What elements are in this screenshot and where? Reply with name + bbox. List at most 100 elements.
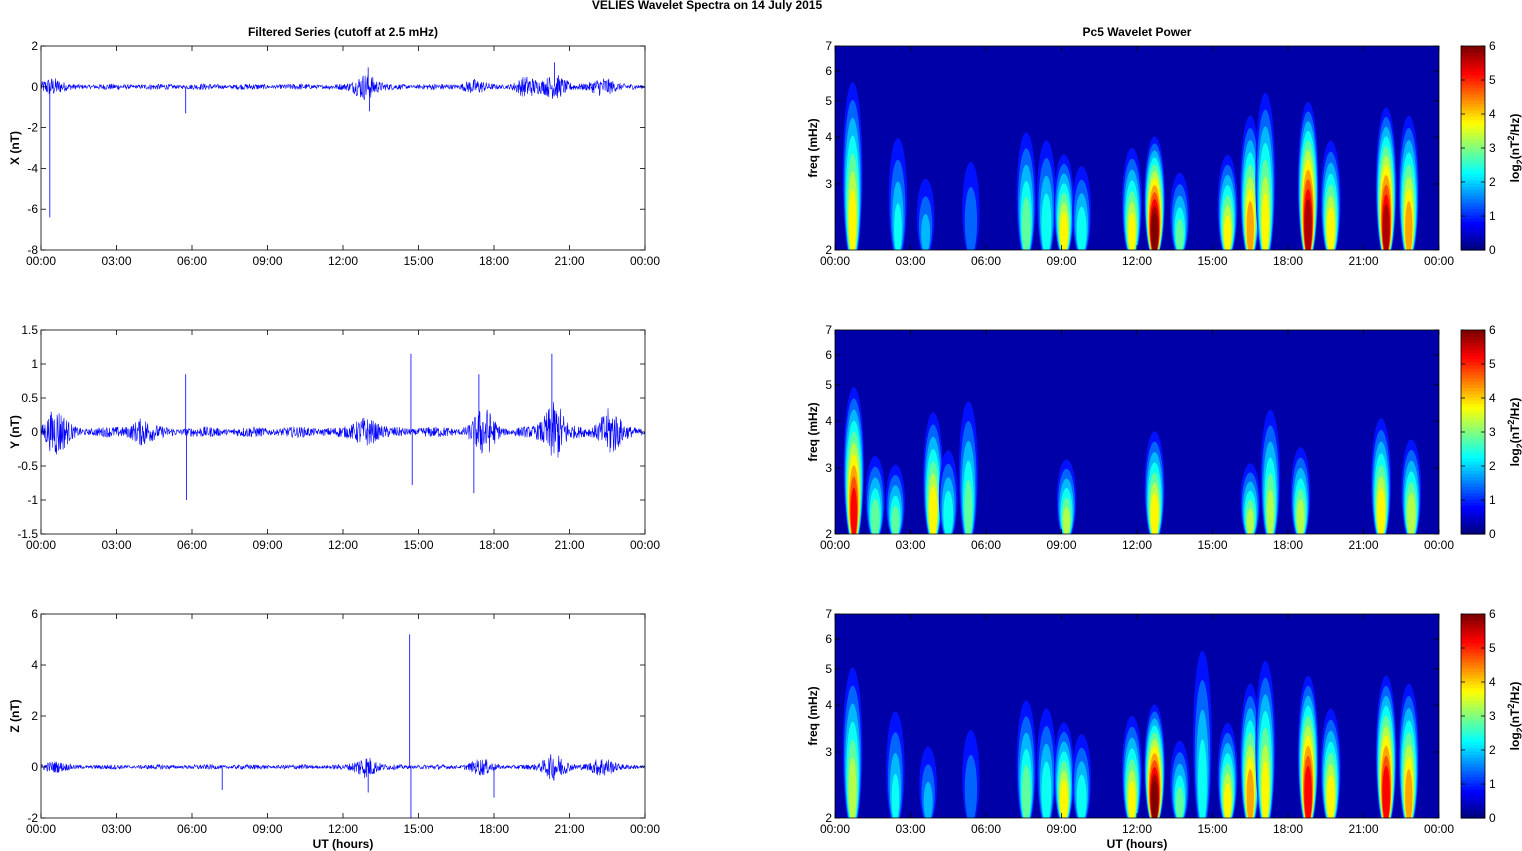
x-tick-label: 09:00 [252,538,282,552]
x-tick-label: 12:00 [1122,254,1152,268]
power-blob [1255,660,1276,818]
colorbar-tick-label: 1 [1489,493,1496,507]
y-axis-label: freq (mHz) [806,402,820,461]
colorbar-tick-label: 6 [1489,39,1496,53]
x-tick-label: 15:00 [1197,254,1227,268]
colorbar-tick-label: 1 [1489,777,1496,791]
y-tick-label: 5 [825,378,832,392]
x-tick-label: 00:00 [820,538,850,552]
x-tick-label: 06:00 [177,822,207,836]
x-tick-label: 06:00 [971,822,1001,836]
x-tick-label: 15:00 [1197,822,1227,836]
power-blob [1297,101,1319,250]
power-blob [1398,115,1419,250]
colorbar-label: log2(nT2/Hz) [1506,398,1522,467]
y-tick-label: 6 [825,348,832,362]
colorbar-label: log2(nT2/Hz) [1506,114,1522,183]
power-blob [842,667,863,818]
power-blob [923,412,944,534]
signal-trace [40,401,646,458]
power-blob [1122,715,1142,818]
x-tick-label: 12:00 [1122,822,1152,836]
y-tick-label: 1.5 [21,323,38,337]
power-blob [1170,172,1190,250]
colorbar: 6 5 4 3 2 1 0 log2(nT2/Hz) [1460,39,1522,257]
y-tick-label: -2 [27,811,38,825]
x-tick-label: 15:00 [403,538,433,552]
x-tick-label: 21:00 [554,254,584,268]
x-tick-label: 00:00 [26,254,56,268]
x-tick-label: 18:00 [479,538,509,552]
y-tick-label: -4 [27,161,38,175]
x-tick-label: 18:00 [479,822,509,836]
series-panel-y: 1.510.50-0.5-1-1.500:00 03:00 06:00 09:00 12… [8,323,660,552]
y-tick-label: -0.5 [17,459,38,473]
y-tick-label: 4 [825,698,832,712]
power-blob [1217,722,1238,818]
x-tick-label: 06:00 [971,254,1001,268]
y-axis-label: freq (mHz) [806,686,820,745]
colorbar-tick-label: 2 [1489,175,1496,189]
x-tick-label: 12:00 [328,822,358,836]
x-tick-label: 12:00 [328,538,358,552]
y-tick-label: -2 [27,121,38,135]
power-blob [1144,431,1165,534]
power-blob [1036,140,1056,250]
x-tick-label: 03:00 [895,254,925,268]
colorbar-tick-label: 0 [1489,527,1496,541]
x-tick-label: 00:00 [820,254,850,268]
colorbar-tick-label: 6 [1489,323,1496,337]
y-tick-label: 0.5 [21,391,38,405]
y-tick-label: 4 [825,130,832,144]
x-tick-label: 12:00 [328,254,358,268]
y-tick-label: 7 [825,323,832,337]
axes-frame [40,613,646,819]
power-blob [1240,115,1261,250]
y-axis-label: Y (nT) [8,415,22,449]
x-tick-label: 21:00 [554,538,584,552]
x-tick-label: 09:00 [252,822,282,836]
power-blob [958,401,978,534]
x-tick-label: 00:00 [1424,822,1454,836]
x-tick-label: 15:00 [403,254,433,268]
power-blob [938,450,958,534]
x-tick-label: 21:00 [1348,822,1378,836]
y-tick-label: 2 [31,709,38,723]
x-tick-label: 12:00 [1122,538,1152,552]
power-blob [1398,683,1419,818]
x-tick-label: 18:00 [1273,254,1303,268]
power-blob [1193,650,1212,818]
x-axis-label: UT (hours) [313,837,374,851]
colorbar-tick-label: 3 [1489,709,1496,723]
x-tick-label: 09:00 [252,254,282,268]
y-tick-label: -1 [27,493,38,507]
y-tick-label: 7 [825,607,832,621]
y-tick-label: 3 [825,177,832,191]
power-blob [1260,409,1281,534]
x-tick-label: 00:00 [1424,254,1454,268]
x-tick-label: 00:00 [630,538,660,552]
x-tick-label: 18:00 [1273,538,1303,552]
x-tick-label: 03:00 [895,822,925,836]
power-blob [962,729,980,818]
page-title: VELIES Wavelet Spectra on 14 July 2015 [592,0,823,12]
y-tick-label: 4 [825,414,832,428]
y-axis-label: X (nT) [8,131,22,165]
y-tick-label: 6 [825,632,832,646]
power-blob [1320,708,1341,818]
y-tick-label: 5 [825,662,832,676]
x-tick-label: 00:00 [630,254,660,268]
power-blob [1144,704,1165,818]
power-blob [1290,447,1311,534]
colorbar-tick-label: 5 [1489,73,1496,87]
power-blob [1240,683,1261,818]
power-blob [1016,132,1036,250]
x-tick-label: 00:00 [26,538,56,552]
colorbar-tick-label: 2 [1489,743,1496,757]
y-tick-label: 0 [31,425,38,439]
x-tick-label: 18:00 [479,254,509,268]
power-blob [886,711,905,818]
y-tick-label: 2 [31,39,38,53]
colorbar-tick-label: 4 [1489,675,1496,689]
power-blob [1016,700,1036,818]
